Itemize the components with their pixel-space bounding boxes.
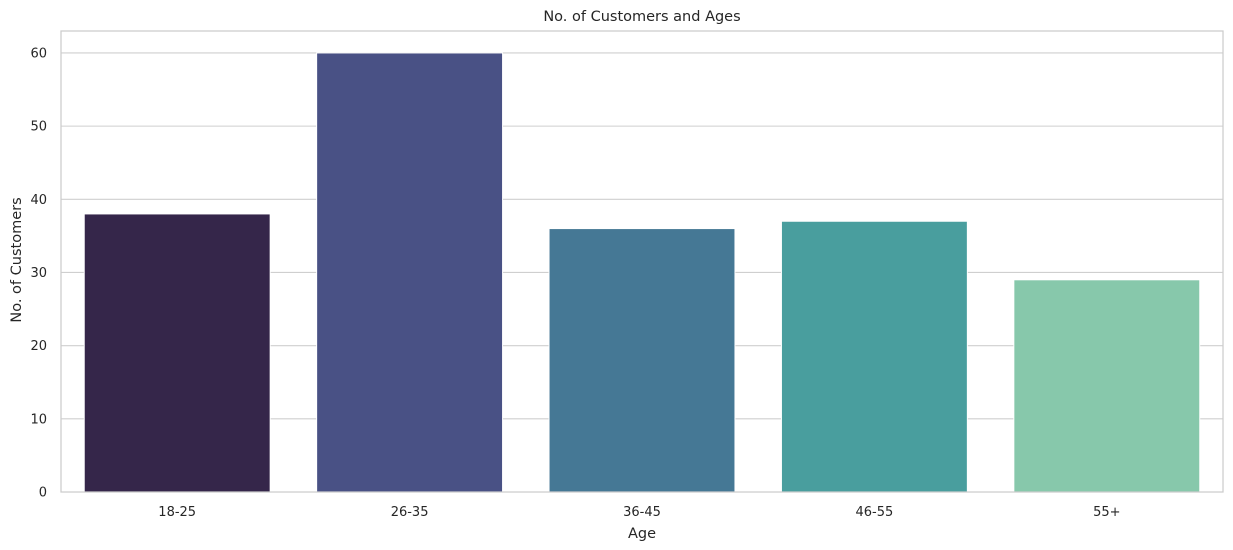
x-tick-label: 46-55 [856, 505, 894, 520]
y-tick-label: 40 [30, 193, 47, 208]
bars [83, 52, 1201, 493]
y-tick-label: 20 [30, 339, 47, 354]
x-tick-label: 36-45 [623, 505, 661, 520]
x-tick-label: 55+ [1093, 505, 1120, 520]
bar-26-35 [316, 52, 504, 493]
y-tick-labels: 0 10 20 30 40 50 60 [30, 46, 47, 500]
x-tick-label: 26-35 [391, 505, 429, 520]
x-tick-labels: 18-25 26-35 36-45 46-55 55+ [158, 505, 1120, 520]
y-tick-label: 10 [30, 412, 47, 427]
y-tick-label: 0 [39, 486, 47, 501]
bar-46-55 [780, 220, 968, 493]
y-tick-label: 30 [30, 266, 47, 281]
x-tick-label: 18-25 [158, 505, 196, 520]
bar-18-25 [83, 213, 271, 493]
bar-55+ [1013, 279, 1201, 493]
x-axis-label: Age [628, 526, 656, 542]
y-tick-label: 60 [30, 46, 47, 61]
chart-title: No. of Customers and Ages [543, 9, 740, 25]
plot-frame [60, 30, 1224, 493]
y-tick-label: 50 [30, 120, 47, 135]
bar-36-45 [548, 228, 736, 493]
y-axis-label: No. of Customers [9, 197, 25, 322]
